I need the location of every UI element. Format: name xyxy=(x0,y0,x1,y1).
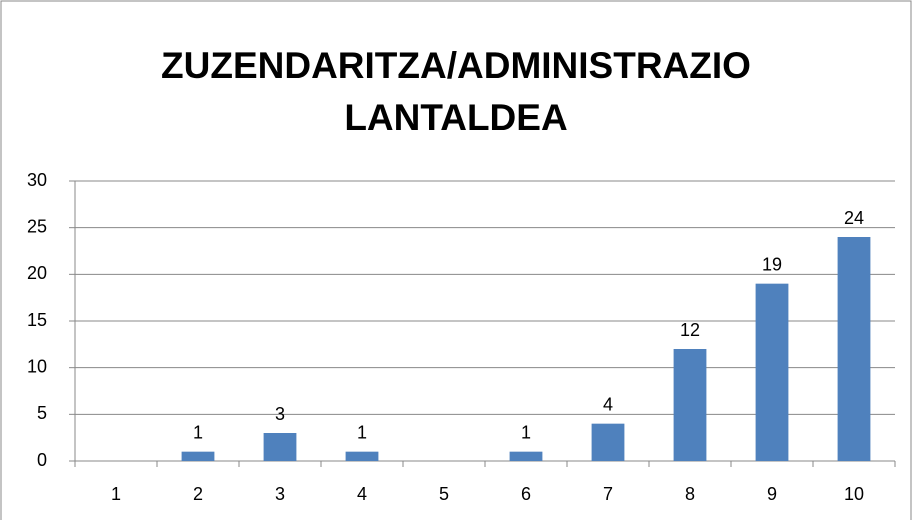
bar xyxy=(263,433,297,461)
y-tick-label: 10 xyxy=(27,356,47,376)
bar xyxy=(755,283,789,461)
bar xyxy=(837,237,871,461)
y-tick-label: 25 xyxy=(27,216,47,236)
bar xyxy=(591,423,625,461)
x-tick-label: 4 xyxy=(357,484,367,504)
x-tick-label: 7 xyxy=(603,484,613,504)
data-label: 4 xyxy=(603,394,613,414)
data-label: 24 xyxy=(844,208,864,228)
chart-title: ZUZENDARITZA/ADMINISTRAZIO LANTALDEA xyxy=(161,45,751,138)
y-tick-label: 0 xyxy=(37,450,47,470)
data-label: 1 xyxy=(521,422,531,442)
bar xyxy=(673,349,707,461)
data-label: 3 xyxy=(275,404,285,424)
y-tick-label: 5 xyxy=(37,403,47,423)
data-label: 19 xyxy=(762,254,782,274)
x-tick-label: 3 xyxy=(275,484,285,504)
data-label: 1 xyxy=(357,422,367,442)
x-tick-label: 5 xyxy=(439,484,449,504)
x-tick-label: 9 xyxy=(767,484,777,504)
data-label: 1 xyxy=(193,422,203,442)
x-tick-label: 8 xyxy=(685,484,695,504)
x-tick-label: 10 xyxy=(844,484,864,504)
y-tick-label: 30 xyxy=(27,170,47,190)
bar xyxy=(345,451,379,461)
x-tick-label: 1 xyxy=(111,484,121,504)
bar xyxy=(509,451,543,461)
bar xyxy=(181,451,215,461)
y-tick-label: 20 xyxy=(27,263,47,283)
x-tick-label: 6 xyxy=(521,484,531,504)
data-label: 12 xyxy=(680,320,700,340)
x-tick-label: 2 xyxy=(193,484,203,504)
y-tick-label: 15 xyxy=(27,310,47,330)
